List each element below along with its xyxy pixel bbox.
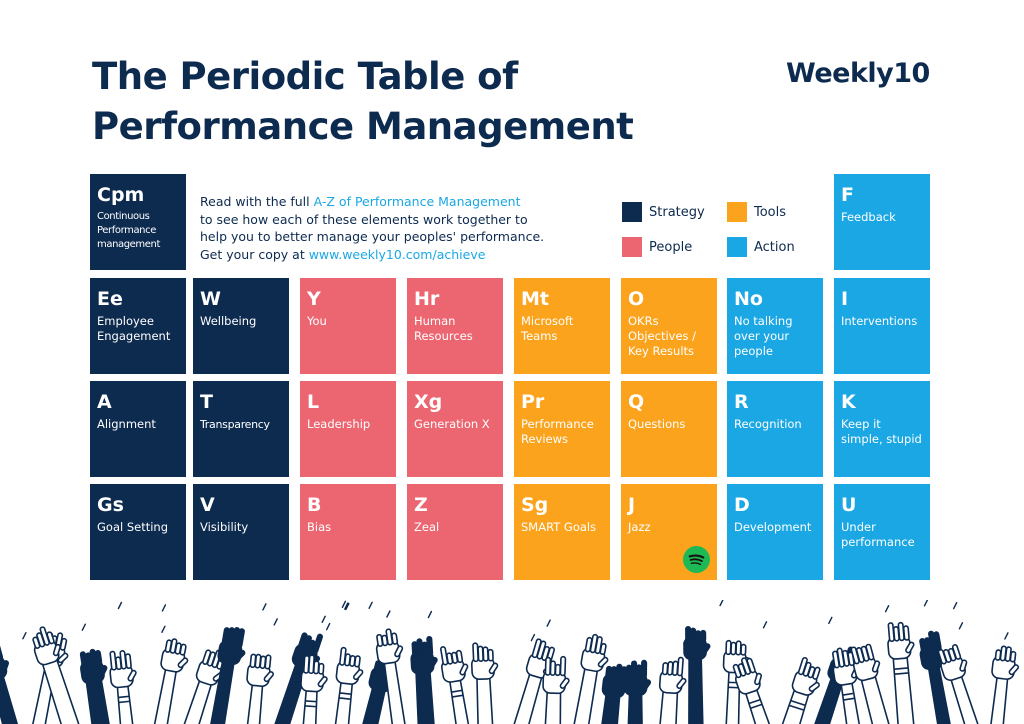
element-symbol: Q — [628, 391, 645, 413]
element-name: Human Resources — [414, 314, 473, 343]
element-name: Performance Reviews — [521, 417, 594, 446]
element-symbol: No — [734, 288, 763, 310]
element-tile-l: L Leadership — [300, 381, 396, 477]
legend-people: People — [622, 237, 692, 257]
element-tile-q: Q Questions — [621, 381, 717, 477]
element-name: Goal Setting — [97, 520, 169, 534]
element-symbol: Z — [414, 494, 428, 516]
element-tile-u: U Under performance — [834, 484, 930, 580]
element-symbol: Y — [307, 288, 321, 310]
element-symbol: U — [841, 494, 857, 516]
element-symbol: V — [200, 494, 215, 516]
element-name: Feedback — [841, 210, 896, 224]
element-name: You — [307, 314, 327, 328]
element-symbol: Mt — [521, 288, 549, 310]
element-tile-v: V Visibility — [193, 484, 289, 580]
element-tile-r: R Recognition — [727, 381, 823, 477]
element-symbol: A — [97, 391, 112, 413]
element-tile-cpm: Cpm Continuous Performance management — [90, 174, 186, 270]
weekly10-logo: Weekly10 — [786, 58, 930, 89]
title-line-2: Performance Management — [92, 105, 634, 148]
element-name: Zeal — [414, 520, 440, 534]
spotify-icon[interactable] — [683, 546, 710, 573]
element-symbol: F — [841, 184, 854, 206]
element-name: Bias — [307, 520, 332, 534]
element-name: Microsoft Teams — [521, 314, 574, 343]
element-name: Development — [734, 520, 812, 534]
element-name: Alignment — [97, 417, 156, 431]
element-tile-i: I Interventions — [834, 278, 930, 374]
legend-action: Action — [727, 237, 795, 257]
element-symbol: Pr — [521, 391, 545, 413]
element-symbol: B — [307, 494, 322, 516]
element-tile-ee: Ee Employee Engagement — [90, 278, 186, 374]
legend-tools: Tools — [727, 202, 786, 222]
element-tile-z: Z Zeal — [407, 484, 503, 580]
element-name: Under performance — [841, 520, 915, 549]
intro-text: Read with the full A-Z of Performance Ma… — [200, 194, 545, 262]
element-tile-j: J Jazz — [621, 484, 717, 580]
element-tile-no: No No talking over your people — [727, 278, 823, 374]
element-tile-pr: Pr Performance Reviews — [514, 381, 610, 477]
element-symbol: L — [307, 391, 320, 413]
element-symbol: R — [734, 391, 749, 413]
element-name: No talking over your people — [734, 314, 793, 358]
legend-swatch-people — [622, 237, 642, 257]
element-name: OKRs Objectives / Key Results — [628, 314, 697, 358]
element-tile-o: O OKRs Objectives / Key Results — [621, 278, 717, 374]
element-symbol: T — [200, 391, 213, 413]
a-z-guide-link[interactable]: A-Z of Performance Management — [313, 194, 521, 209]
element-tile-d: D Development — [727, 484, 823, 580]
legend-swatch-tools — [727, 202, 747, 222]
element-symbol: Gs — [97, 494, 124, 516]
element-name: Employee Engagement — [97, 314, 171, 343]
element-tile-y: Y You — [300, 278, 396, 374]
title-line-1: The Periodic Table of — [92, 55, 518, 98]
element-symbol: Sg — [521, 494, 549, 516]
element-symbol: O — [628, 288, 645, 310]
element-symbol: Cpm — [97, 184, 145, 206]
element-name: Continuous Performance management — [97, 211, 160, 250]
element-name: Interventions — [841, 314, 918, 328]
element-symbol: J — [628, 494, 636, 516]
element-symbol: Xg — [414, 391, 443, 413]
element-tile-k: K Keep it simple, stupid — [834, 381, 930, 477]
element-tile-mt: Mt Microsoft Teams — [514, 278, 610, 374]
element-symbol: D — [734, 494, 750, 516]
element-symbol: Ee — [97, 288, 123, 310]
element-name: Jazz — [628, 520, 651, 534]
element-tile-a: A Alignment — [90, 381, 186, 477]
element-symbol: Hr — [414, 288, 440, 310]
element-name: SMART Goals — [521, 520, 597, 534]
element-tile-gs: Gs Goal Setting — [90, 484, 186, 580]
legend-swatch-strategy — [622, 202, 642, 222]
element-name: Generation X — [414, 417, 490, 431]
element-name: Leadership — [307, 417, 371, 431]
element-tile-f: F Feedback — [834, 174, 930, 270]
page-title: The Periodic Table of Performance Manage… — [92, 52, 634, 152]
element-tile-sg: Sg SMART Goals — [514, 484, 610, 580]
element-name: Visibility — [200, 520, 249, 534]
element-tile-t: T Transparency — [193, 381, 289, 477]
element-name: Recognition — [734, 417, 802, 431]
element-symbol: W — [200, 288, 221, 310]
legend-swatch-action — [727, 237, 747, 257]
element-name: Questions — [628, 417, 686, 431]
element-tile-hr: Hr Human Resources — [407, 278, 503, 374]
element-tile-w: W Wellbeing — [193, 278, 289, 374]
element-name: Transparency — [200, 418, 270, 431]
element-name: Wellbeing — [200, 314, 257, 328]
legend-strategy: Strategy — [622, 202, 705, 222]
element-symbol: I — [841, 288, 849, 310]
element-tile-b: B Bias — [300, 484, 396, 580]
element-symbol: K — [841, 391, 856, 413]
achieve-url-link[interactable]: www.weekly10.com/achieve — [308, 246, 486, 262]
element-tile-xg: Xg Generation X — [407, 381, 503, 477]
element-name: Keep it simple, stupid — [841, 417, 922, 446]
cheering-hands-icon — [0, 600, 1020, 724]
